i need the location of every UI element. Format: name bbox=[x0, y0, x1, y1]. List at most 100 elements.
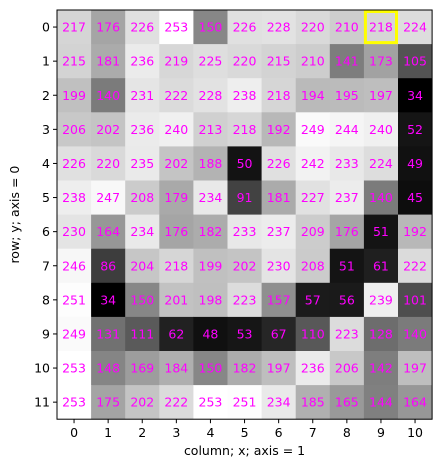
heatmap-cell-r6-c0 bbox=[57, 214, 92, 250]
heatmap-cell-r1-c3 bbox=[159, 44, 194, 79]
heatmap-cell-r10-c7 bbox=[295, 351, 331, 386]
heatmap-cell-r7-c0 bbox=[57, 248, 92, 284]
cell-value-r11-c9: 144 bbox=[369, 395, 393, 410]
x-tick-label-4: 4 bbox=[206, 425, 214, 440]
cell-value-r0-c4: 150 bbox=[199, 20, 223, 35]
heatmap-cell-r0-c1 bbox=[91, 10, 126, 45]
cell-value-r1-c7: 210 bbox=[301, 54, 325, 69]
heatmap-cell-r1-c1 bbox=[91, 44, 126, 79]
highlight-box bbox=[363, 10, 398, 45]
cell-value-r10-c9: 142 bbox=[369, 361, 393, 376]
cell-value-r10-c6: 197 bbox=[267, 361, 291, 376]
cell-value-r4-c1: 220 bbox=[96, 156, 120, 171]
heatmap-cell-r9-c8 bbox=[329, 316, 365, 352]
cell-value-r5-c10: 45 bbox=[407, 190, 423, 205]
heatmap-cell-r7-c1 bbox=[91, 248, 126, 284]
cell-value-r11-c10: 164 bbox=[403, 395, 427, 410]
heatmap-cell-r4-c2 bbox=[125, 146, 160, 181]
heatmap-cell-r10-c1 bbox=[91, 351, 126, 386]
cell-value-r2-c5: 238 bbox=[233, 88, 257, 103]
cell-value-r11-c3: 222 bbox=[164, 395, 188, 410]
cell-value-r6-c6: 237 bbox=[267, 224, 291, 239]
cell-value-r1-c6: 215 bbox=[267, 54, 291, 69]
heatmap-cell-r3-c7 bbox=[295, 112, 331, 147]
cell-value-r1-c1: 181 bbox=[96, 54, 120, 69]
heatmap-cell-r2-c5 bbox=[227, 78, 262, 113]
heatmap-cell-r4-c0 bbox=[57, 146, 92, 181]
cell-value-r7-c0: 246 bbox=[62, 258, 86, 273]
heatmap-cell-r11-c9 bbox=[363, 385, 399, 420]
cell-value-r7-c9: 61 bbox=[373, 258, 389, 273]
x-tick-label-10: 10 bbox=[407, 425, 423, 440]
cell-value-r1-c0: 215 bbox=[62, 54, 86, 69]
y-axis-ticks: 0 1 2 3 4 5 6 7 8 9 10 11 bbox=[34, 20, 57, 410]
cell-value-r9-c5: 53 bbox=[237, 326, 253, 341]
heatmap-cell-r0-c6 bbox=[261, 10, 297, 45]
cell-value-r8-c1: 34 bbox=[100, 292, 116, 307]
heatmap-cell-r3-c9 bbox=[363, 112, 399, 147]
cell-value-r8-c9: 239 bbox=[369, 292, 393, 307]
cell-value-r1-c5: 220 bbox=[233, 54, 257, 69]
heatmap-cell-r4-c6 bbox=[261, 146, 297, 181]
heatmap-cell-r7-c8 bbox=[329, 248, 365, 284]
heatmap-cell-r11-c4 bbox=[193, 385, 228, 420]
cell-value-r6-c4: 182 bbox=[199, 224, 223, 239]
cell-value-r6-c7: 209 bbox=[301, 224, 325, 239]
cell-value-r9-c6: 67 bbox=[271, 326, 287, 341]
cell-value-r2-c0: 199 bbox=[62, 88, 86, 103]
heatmap-cell-r4-c1 bbox=[91, 146, 126, 181]
cell-value-r2-c3: 222 bbox=[164, 88, 188, 103]
heatmap-cell-r5-c6 bbox=[261, 180, 297, 215]
x-tick-label-8: 8 bbox=[343, 425, 351, 440]
heatmap-cell-r6-c8 bbox=[329, 214, 365, 250]
cell-value-r4-c9: 224 bbox=[369, 156, 393, 171]
cell-value-r2-c10: 34 bbox=[407, 88, 423, 103]
heatmap-cell-r7-c10 bbox=[398, 248, 433, 284]
cell-value-r0-c2: 226 bbox=[130, 20, 154, 35]
heatmap-cell-r8-c2 bbox=[125, 282, 160, 318]
heatmap-cell-r5-c8 bbox=[329, 180, 365, 215]
heatmap-cell-r10-c9 bbox=[363, 351, 399, 386]
cell-value-r2-c4: 228 bbox=[199, 88, 223, 103]
cell-value-r2-c7: 194 bbox=[301, 88, 325, 103]
cell-value-r5-c6: 181 bbox=[267, 190, 291, 205]
heatmap-cell-r8-c9 bbox=[363, 282, 399, 318]
heatmap-cell-r6-c7 bbox=[295, 214, 331, 250]
heatmap-cell-r3-c2 bbox=[125, 112, 160, 147]
heatmap-cell-r3-c4 bbox=[193, 112, 228, 147]
x-tick-label-6: 6 bbox=[275, 425, 283, 440]
heatmap-cell-r10-c6 bbox=[261, 351, 297, 386]
y-tick-label-10: 10 bbox=[34, 361, 50, 376]
heatmap-cell-r10-c4 bbox=[193, 351, 228, 386]
cell-value-r2-c1: 140 bbox=[96, 88, 120, 103]
cell-value-r8-c6: 157 bbox=[267, 292, 291, 307]
heatmap-cell-r6-c2 bbox=[125, 214, 160, 250]
y-tick-label-9: 9 bbox=[42, 326, 50, 341]
cell-value-r11-c6: 234 bbox=[267, 395, 291, 410]
cell-value-r0-c7: 220 bbox=[301, 20, 325, 35]
cell-value-r0-c1: 176 bbox=[96, 20, 120, 35]
cell-value-r0-c8: 210 bbox=[335, 20, 359, 35]
heatmap-cell-r3-c6 bbox=[261, 112, 297, 147]
cell-value-r10-c1: 148 bbox=[96, 361, 120, 376]
cell-value-r11-c5: 251 bbox=[233, 395, 257, 410]
heatmap-cell-r5-c3 bbox=[159, 180, 194, 215]
cell-value-r11-c4: 253 bbox=[199, 395, 223, 410]
cell-value-r9-c9: 128 bbox=[369, 326, 393, 341]
y-tick-label-1: 1 bbox=[42, 54, 50, 69]
x-tick-label-2: 2 bbox=[138, 425, 146, 440]
heatmap-cell-r2-c0 bbox=[57, 78, 92, 113]
cell-value-r9-c2: 111 bbox=[130, 326, 154, 341]
heatmap-cell-r8-c0 bbox=[57, 282, 92, 318]
heatmap-cell-r10-c2 bbox=[125, 351, 160, 386]
cell-value-r5-c3: 179 bbox=[164, 190, 188, 205]
cell-value-r3-c8: 244 bbox=[335, 122, 359, 137]
x-tick-label-5: 5 bbox=[241, 425, 249, 440]
cell-value-r3-c1: 202 bbox=[96, 122, 120, 137]
heatmap-cell-r2-c6 bbox=[261, 78, 297, 113]
heatmap-cell-r2-c3 bbox=[159, 78, 194, 113]
heatmap-cell-r0-c8 bbox=[329, 10, 365, 45]
cell-value-r4-c6: 226 bbox=[267, 156, 291, 171]
heatmap-cell-r4-c9 bbox=[363, 146, 399, 181]
cell-value-r8-c3: 201 bbox=[164, 292, 188, 307]
